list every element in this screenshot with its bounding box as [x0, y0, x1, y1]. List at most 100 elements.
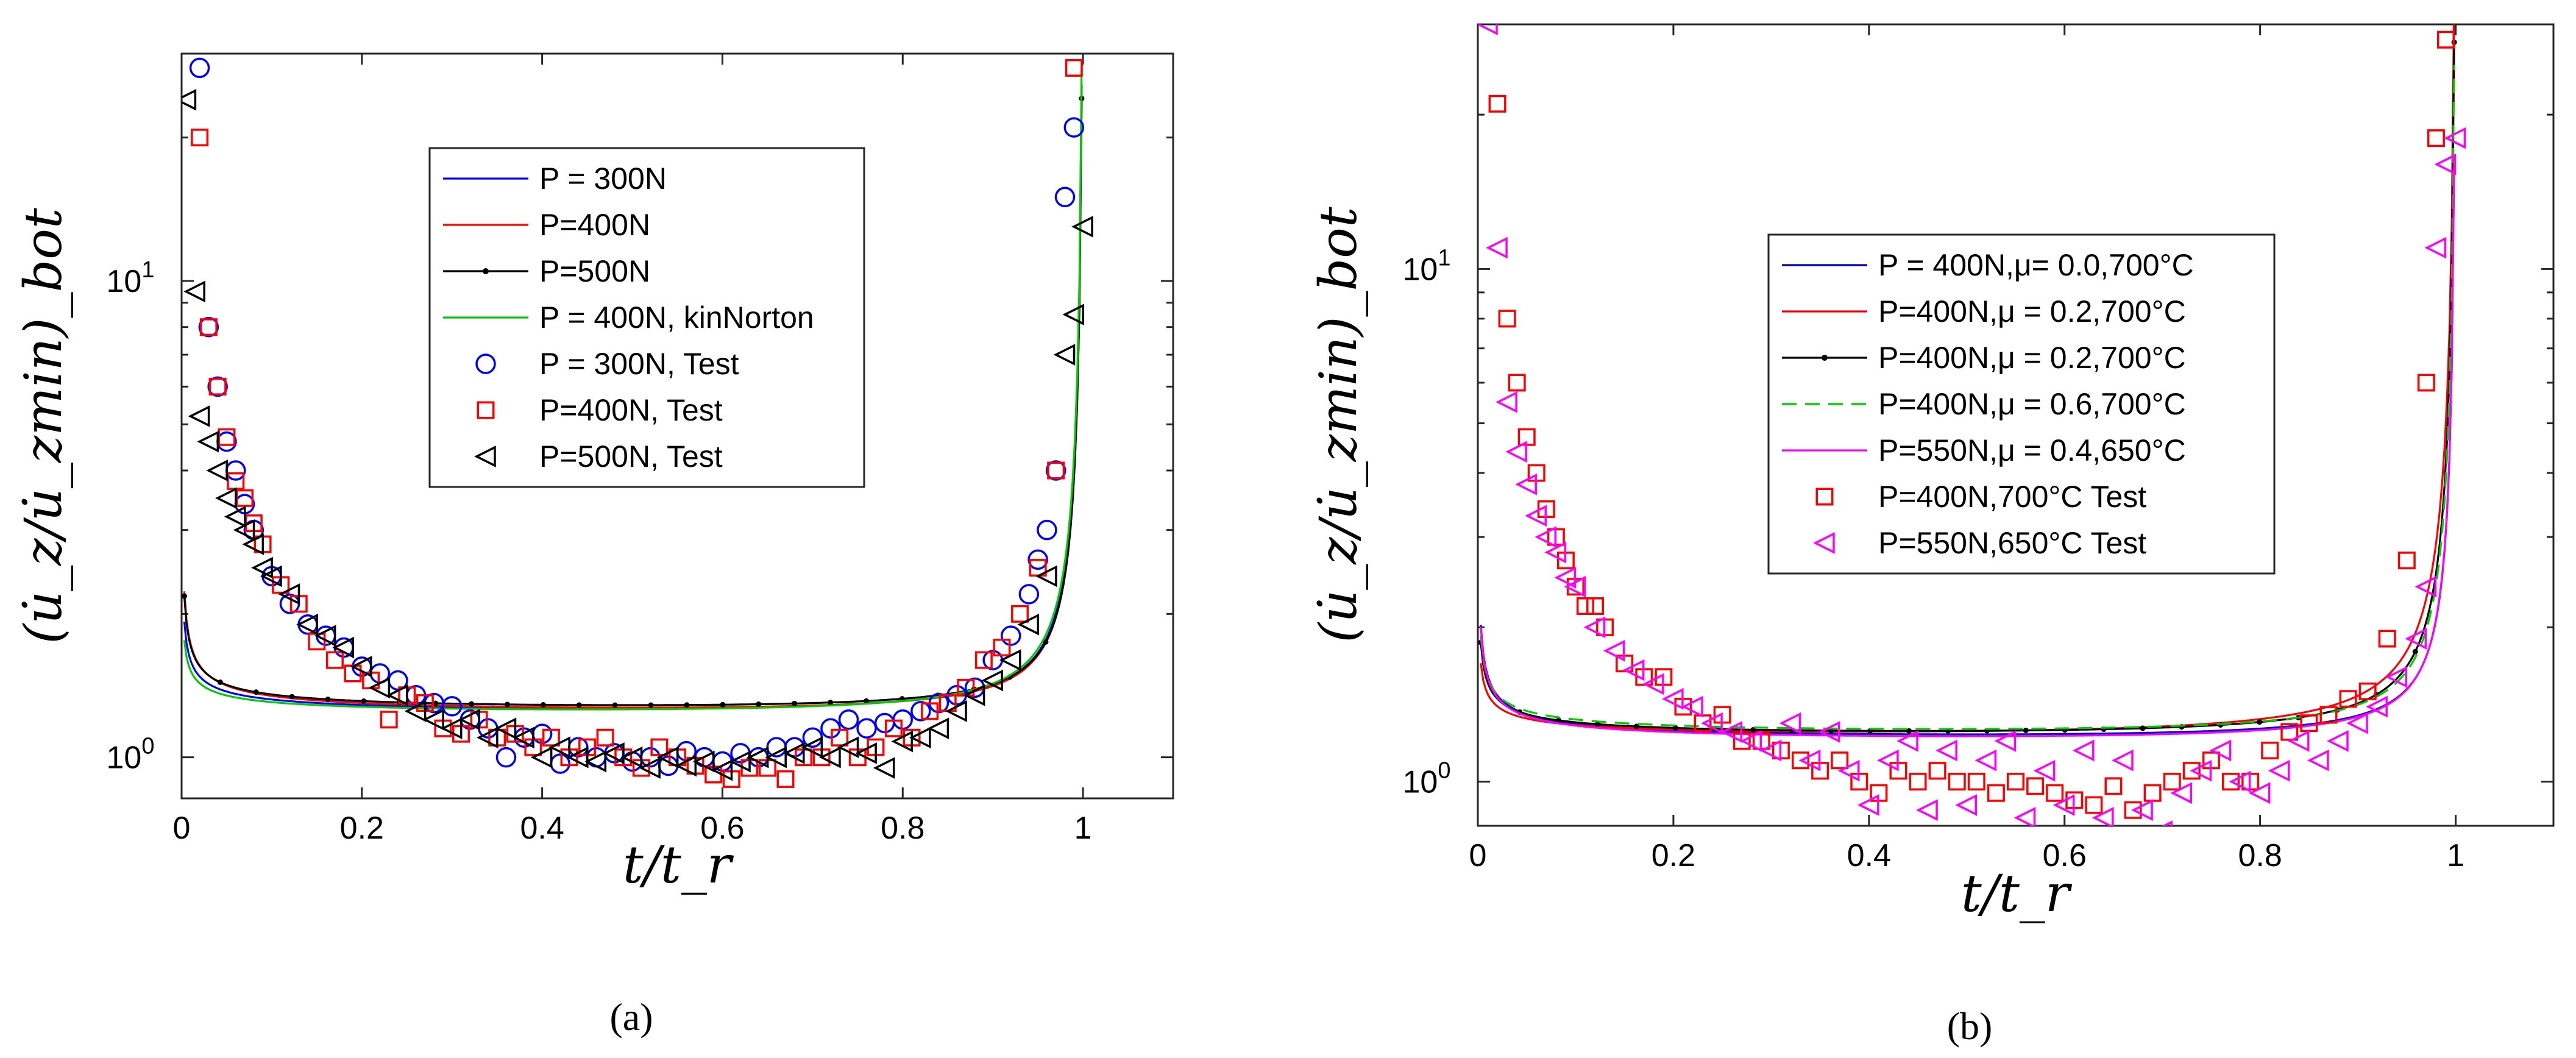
data-point [441, 696, 463, 717]
data-point [603, 742, 625, 764]
data-point [884, 719, 903, 737]
data-point [1508, 374, 1526, 392]
data-point [2327, 730, 2349, 752]
data-point [1586, 597, 1605, 615]
data-point [207, 376, 228, 397]
series-line-dot [1672, 725, 1678, 731]
series-line-dot [469, 701, 475, 707]
data-point [856, 718, 877, 739]
data-point [458, 708, 481, 731]
data-point [1577, 597, 1594, 615]
data-point [440, 717, 463, 740]
data-point [831, 728, 849, 747]
series-line-dot [576, 702, 582, 708]
data-point [1544, 541, 1567, 564]
data-point [1011, 605, 1029, 623]
data-point [1065, 59, 1083, 77]
data-point [224, 505, 246, 528]
series-line-dot [612, 702, 618, 708]
data-point [639, 757, 661, 779]
x-axis-label: t/t_r [623, 835, 734, 895]
data-point [692, 750, 715, 773]
x-tick-label: 0.8 [881, 811, 924, 846]
series-line-dot [828, 700, 834, 706]
data-point [208, 377, 227, 396]
data-point [999, 649, 1021, 671]
data-point [188, 405, 210, 427]
data-point [1478, 24, 1498, 35]
data-point [1488, 94, 1506, 113]
data-point [2417, 374, 2435, 392]
data-point [1564, 575, 1586, 598]
data-point [2190, 759, 2212, 782]
legend-entry: P=400N,μ = 0.2,700°C [1878, 294, 2186, 328]
data-point [566, 746, 589, 769]
data-point [1071, 216, 1093, 238]
series-line-dot [2412, 648, 2418, 655]
data-point [2444, 127, 2466, 149]
data-point [855, 742, 877, 764]
data-point [2385, 666, 2408, 688]
data-point [1603, 639, 1625, 662]
data-point [765, 746, 787, 769]
data-point [1798, 749, 1821, 772]
data-point [1047, 461, 1065, 480]
legend: P = 400N,μ= 0.0,700°C P=400N,μ = 0.2,700°… [1767, 233, 2276, 575]
data-point [2209, 739, 2232, 762]
data-point [873, 757, 895, 779]
data-point [1928, 762, 1946, 780]
series-line-dot [648, 702, 654, 708]
data-point [776, 770, 795, 788]
data-point [1554, 566, 1577, 589]
data-point [2085, 796, 2103, 814]
data-point [548, 736, 570, 758]
y-tick-label: 100 [107, 734, 155, 776]
data-point [2358, 682, 2377, 700]
data-point [191, 129, 209, 147]
data-point [2405, 628, 2427, 650]
data-point [2378, 630, 2396, 648]
data-point [1583, 616, 1606, 639]
legend-entry: P = 400N, kinNorton [539, 300, 814, 335]
x-tick-label: 0 [173, 811, 191, 846]
data-point [332, 636, 354, 659]
data-point [1897, 730, 1918, 752]
series-line-dot [1556, 717, 1562, 723]
data-point [2437, 30, 2455, 49]
data-point [1818, 721, 1840, 743]
series-line-dot [217, 679, 223, 685]
data-point [199, 318, 218, 336]
data-point [1017, 613, 1040, 636]
data-point [2033, 759, 2056, 782]
data-point [1792, 751, 1809, 770]
data-point [218, 428, 236, 446]
data-point [1661, 687, 1684, 710]
data-point [2366, 695, 2388, 718]
data-point [1535, 526, 1557, 548]
data-point [242, 533, 264, 555]
data-point [2229, 770, 2251, 793]
data-point [2007, 773, 2024, 791]
x-tick-label: 0.2 [1652, 838, 1695, 873]
data-point [215, 487, 237, 509]
data-point [729, 750, 751, 773]
series-line-dot [253, 689, 259, 695]
data-point [296, 613, 318, 636]
data-point [909, 726, 931, 749]
data-point [2346, 712, 2368, 734]
data-point [368, 676, 391, 699]
x-tick-label: 0.6 [700, 811, 744, 846]
data-point [2424, 236, 2447, 259]
y-tick-label: 101 [1403, 245, 1451, 287]
data-point [1936, 739, 1957, 762]
data-point [945, 700, 967, 722]
data-point [620, 746, 643, 769]
data-point [2268, 759, 2290, 782]
data-point [404, 700, 427, 722]
data-point [422, 708, 444, 731]
data-point [1035, 565, 1057, 588]
data-point [530, 746, 553, 769]
data-point [782, 742, 805, 764]
series-line-dot [756, 701, 762, 708]
data-point [494, 717, 517, 740]
